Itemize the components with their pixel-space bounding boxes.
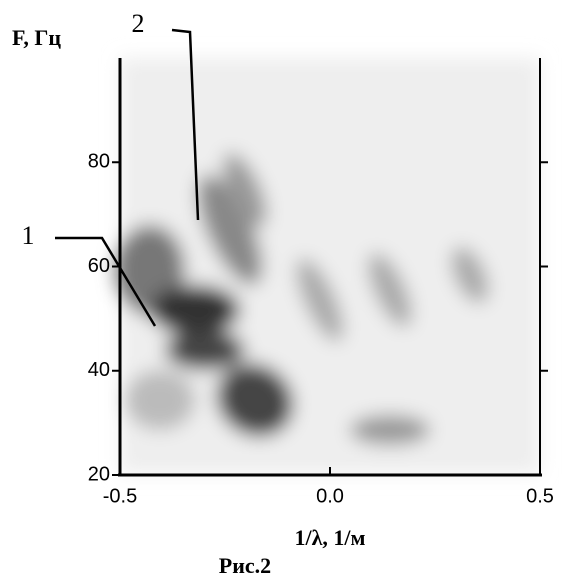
x-tick-label: -0.5 [103,485,137,507]
y-tick-label: 80 [88,151,110,173]
x-axis-label: 1/λ, 1/м [294,525,365,550]
y-tick-label: 20 [88,463,110,485]
spectrogram-texture [115,58,540,474]
x-tick-label: 0.5 [526,485,554,507]
y-tick-label: 60 [88,255,110,277]
y-tick-label: 40 [88,359,110,381]
annotation-leader [55,236,157,327]
x-tick-label: 0.0 [316,485,344,507]
annotation: 1 [22,221,35,250]
annotation: 2 [132,9,145,38]
caption: Рис.2 [219,553,271,578]
y-axis-label: F, Гц [12,25,61,50]
annotation-leader [171,28,200,221]
